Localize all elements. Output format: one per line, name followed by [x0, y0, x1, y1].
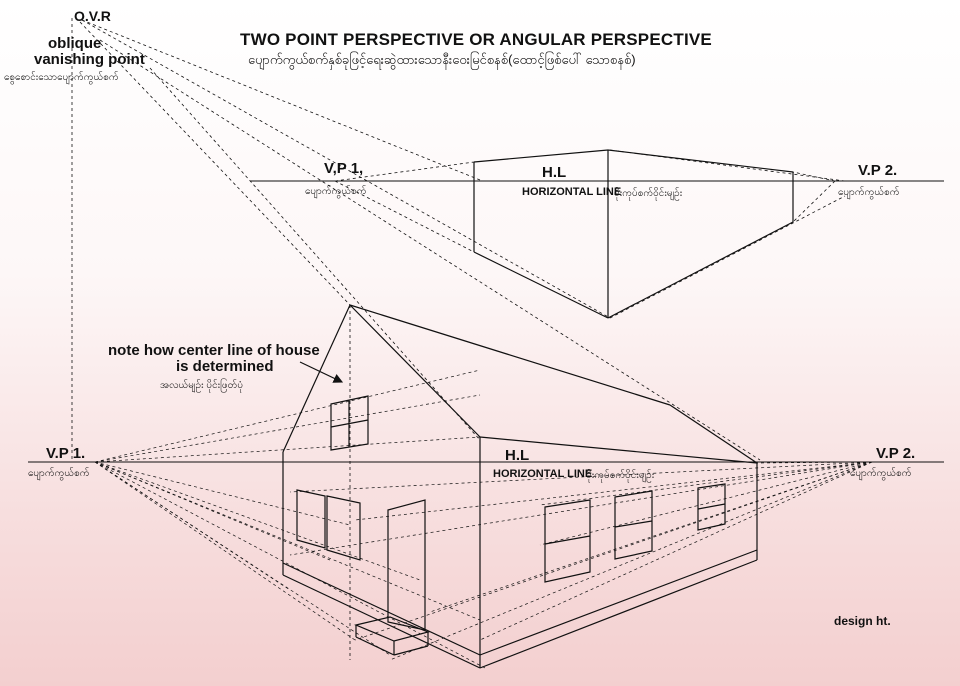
credit: design ht. — [834, 614, 891, 628]
top-vp1-label: V,P 1, — [324, 160, 364, 177]
side-window-3 — [697, 483, 726, 531]
gable-right-window — [326, 495, 361, 561]
house-vp2-label: V.P 2. — [876, 445, 916, 462]
vp1-construction-lines — [94, 369, 486, 669]
house — [282, 304, 758, 669]
house-horizon-mm: မိုးကုပ်စက်ဝိုင်းမျဉ်း — [586, 470, 655, 481]
house-vp1-label: V.P 1. — [46, 445, 86, 462]
house-vp1-mm: ပျောက်ကွယ်စက် — [28, 468, 90, 479]
vp2-construction-lines — [289, 461, 873, 661]
side-window-2 — [614, 490, 653, 560]
top-vp2-label: V.P 2. — [858, 162, 898, 179]
top-hl-label: H.L — [542, 164, 567, 181]
note-arrow — [299, 361, 344, 383]
page-subtitle: ပျောက်ကွယ်စက်နှစ်ခုဖြင့်ရေးဆွဲထားသောနီးဝ… — [248, 52, 636, 67]
top-construction-lines — [334, 149, 846, 319]
gable-attic-window — [330, 395, 369, 451]
ovr-label: O.V.R — [74, 8, 111, 24]
page-title: TWO POINT PERSPECTIVE OR ANGULAR PERSPEC… — [240, 30, 712, 49]
ovr-name-mm: စွေစောင်းသောပျောက်ကွယ်စက် — [4, 72, 119, 83]
ovr-name-line2: vanishing point — [34, 51, 145, 68]
front-door — [387, 499, 426, 631]
note-mm: အလယ်မျဉ်း ပိုင်းဖြတ်ပုံ — [160, 380, 244, 391]
top-diagram — [250, 149, 944, 319]
top-vp1-mm: ပျောက်ကွယ်စက် — [305, 186, 367, 197]
note-line2: is determined — [176, 358, 274, 375]
note-line1: note how center line of house — [108, 342, 320, 359]
house-horizon-text: HORIZONTAL LINE — [493, 468, 593, 480]
ovr-name-line1: oblique — [48, 35, 102, 52]
house-vp2-mm: ပျောက်ကွယ်စက် — [850, 468, 912, 479]
top-horizon-text: HORIZONTAL LINE — [522, 186, 622, 198]
gable-left-window — [296, 489, 326, 549]
top-box-outline — [473, 149, 794, 319]
house-hl-label: H.L — [505, 447, 530, 464]
side-window-1 — [544, 499, 591, 583]
top-horizon-mm: မိုးကုပ်စက်ဝိုင်းမျဉ်း — [614, 188, 683, 199]
ovr-guides — [71, 18, 761, 461]
door-step — [354, 616, 430, 656]
top-vp2-mm: ပျောက်ကွယ်စက် — [838, 187, 900, 198]
